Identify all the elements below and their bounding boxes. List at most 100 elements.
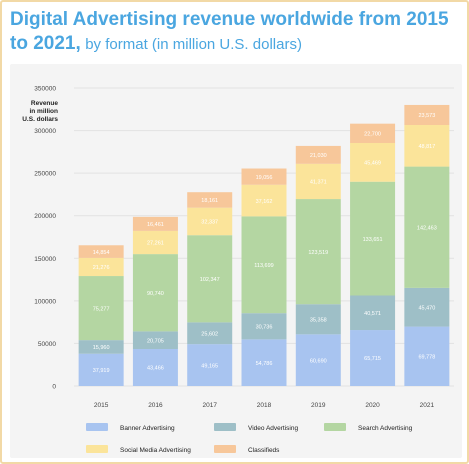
bar-segment [187,344,233,386]
data-label: 142,463 [417,225,437,231]
bar-segment [132,348,178,386]
bar-segment [241,313,287,340]
x-tick-label: 2016 [148,402,163,409]
x-tick-label: 2017 [202,402,217,409]
y-tick-label: 50000 [38,341,56,348]
y-tick-label: 200000 [34,213,56,220]
legend-label: Video Advertising [248,425,298,432]
legend-swatch [214,423,236,431]
bar-segment [295,304,341,335]
data-label: 30,736 [256,324,273,330]
y-tick-label: 350000 [34,86,56,93]
chart-title: Digital Advertising revenue worldwide fr… [10,8,460,56]
bar-segment [78,340,124,354]
bar-segment [132,331,178,349]
data-label: 133,651 [363,237,383,243]
x-tick-label: 2021 [420,402,435,409]
bar-segment [241,216,287,314]
y-tick-label: 100000 [34,298,56,305]
data-label: 43,466 [147,366,164,372]
data-label: 19,056 [256,175,273,181]
bar-segment [132,230,178,255]
bar-segment [350,295,396,331]
bar-segment [295,199,341,305]
data-label: 35,358 [310,317,327,323]
bar-segment [350,181,396,296]
legend-label: Search Advertising [358,425,413,432]
data-label: 37,919 [93,368,110,374]
data-label: 123,519 [308,250,328,256]
data-label: 41,371 [310,180,327,186]
bar-segment [187,207,233,236]
legend-label: Classifieds [248,447,280,454]
y-axis-label-line: in million [29,108,58,115]
x-tick-label: 2019 [311,402,326,409]
bar-segment [132,254,178,332]
data-label: 65,715 [364,356,381,362]
bar-segment [350,142,396,182]
bar-segment [350,330,396,386]
data-label: 16,461 [147,222,164,228]
bar-segment [404,166,450,288]
data-label: 49,165 [201,363,218,369]
y-tick-label: 150000 [34,256,56,263]
data-label: 75,277 [93,306,110,312]
bar-segment [404,125,450,167]
y-tick-label: 0 [52,384,56,391]
x-tick-label: 2015 [94,402,109,409]
legend-label: Banner Advertising [120,425,175,432]
bar-segment [78,245,124,258]
data-label: 48,817 [418,144,435,150]
data-label: 60,690 [310,358,327,364]
data-label: 27,261 [147,241,164,247]
bar-segment [187,322,233,345]
bar-segment [295,145,341,164]
bar-segment [241,168,287,185]
data-label: 102,347 [200,277,220,283]
y-tick-label: 250000 [34,171,56,178]
bar-segment [350,123,396,143]
data-label: 23,573 [418,113,435,119]
data-label: 69,778 [418,354,435,360]
bar-segment [404,326,450,386]
data-label: 15,960 [93,345,110,351]
legend-swatch [86,423,108,431]
bar-segment [78,353,124,386]
legend-swatch [86,445,108,453]
data-label: 20,705 [147,338,164,344]
data-label: 54,786 [256,361,273,367]
bar-segment [404,104,450,126]
chart-title-main: Digital Advertising revenue worldwide fr… [10,9,449,54]
bar-segment [295,163,341,200]
data-label: 32,337 [201,220,218,226]
y-axis-label-line: U.S. dollars [22,116,58,123]
x-tick-label: 2018 [257,402,272,409]
bar-segment [295,334,341,386]
bar-segment [241,184,287,217]
legend-swatch [214,445,236,453]
data-label: 22,700 [364,132,381,138]
data-label: 37,162 [256,199,273,205]
bar-segment [132,216,178,231]
bar-segment [241,339,287,386]
legend-label: Social Media Advertising [120,447,191,454]
legend-swatch [324,423,346,431]
data-label: 40,571 [364,311,381,317]
bar-segment [187,192,233,208]
data-label: 90,740 [147,291,164,297]
data-label: 113,699 [254,263,273,269]
x-tick-label: 2020 [365,402,380,409]
y-axis-label-line: Revenue [31,100,58,107]
y-tick-label: 300000 [34,128,56,135]
data-label: 25,602 [201,331,218,337]
chart-subtitle: by format (in million U.S. dollars) [85,36,302,53]
data-label: 21,030 [310,153,327,159]
data-label: 21,276 [93,265,110,271]
bar-segment [78,276,124,341]
bar-segment [404,287,450,327]
data-label: 45,469 [364,161,381,167]
bar-segment [78,257,124,277]
data-label: 18,161 [201,198,218,204]
